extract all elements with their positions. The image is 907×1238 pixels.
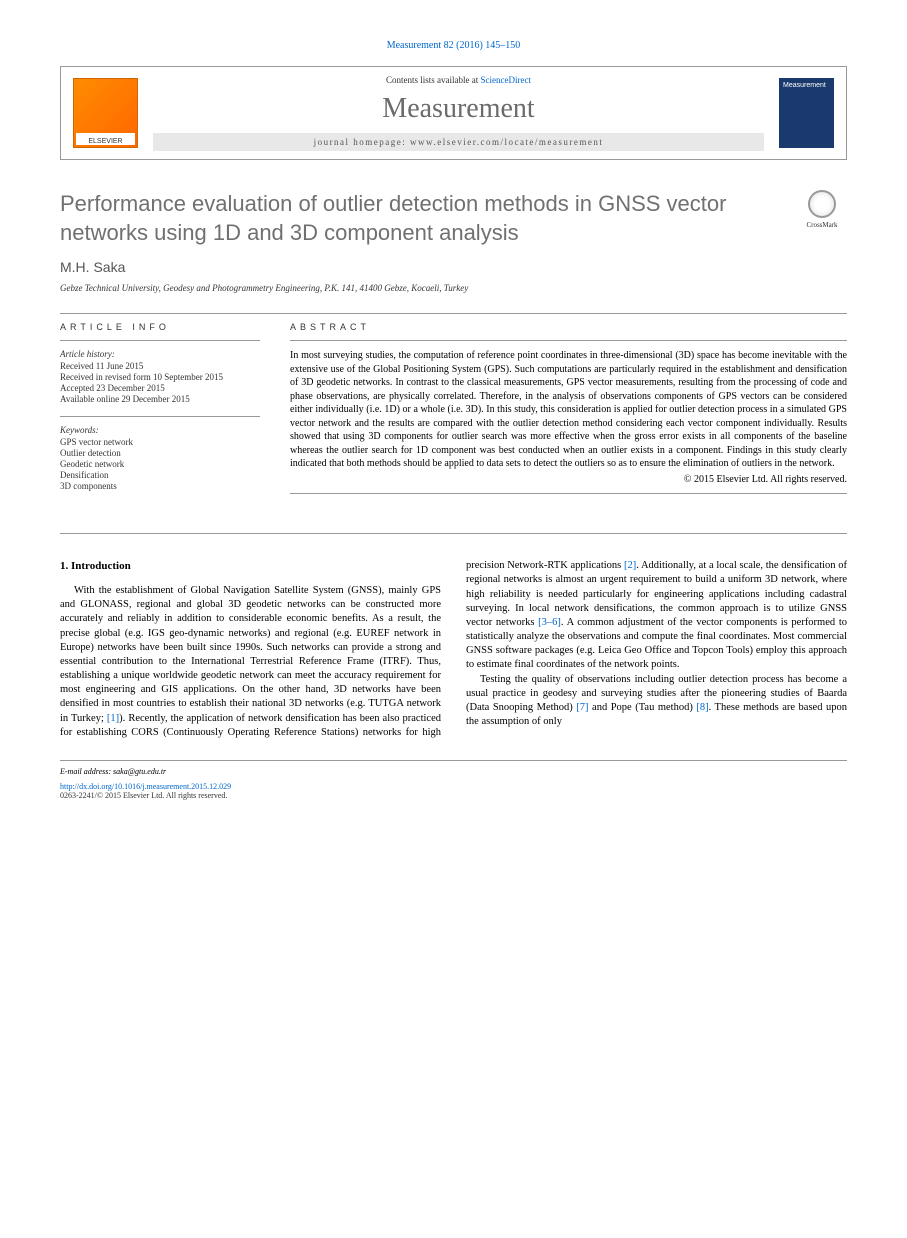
crossmark-badge[interactable]: CrossMark (797, 190, 847, 229)
citation-line: Measurement 82 (2016) 145–150 (60, 40, 847, 51)
ref-link[interactable]: [2] (624, 560, 636, 571)
crossmark-icon (808, 190, 836, 218)
keyword: 3D components (60, 481, 260, 491)
sciencedirect-link[interactable]: ScienceDirect (481, 75, 531, 85)
author-affiliation: Gebze Technical University, Geodesy and … (60, 283, 847, 293)
ref-link[interactable]: [1] (107, 713, 119, 724)
article-info-column: ARTICLE INFO Article history: Received 1… (60, 322, 260, 503)
body-paragraph: Testing the quality of observations incl… (466, 673, 847, 730)
journal-homepage: journal homepage: www.elsevier.com/locat… (153, 133, 764, 151)
abstract-column: ABSTRACT In most surveying studies, the … (290, 322, 847, 503)
revised-date: Received in revised form 10 September 20… (60, 372, 260, 382)
keyword: GPS vector network (60, 437, 260, 447)
ref-link[interactable]: [7] (576, 702, 588, 713)
author-list: M.H. Saka (60, 259, 847, 275)
issn-copyright: 0263-2241/© 2015 Elsevier Ltd. All right… (60, 791, 847, 800)
corresponding-email: E-mail address: saka@gtu.edu.tr (60, 767, 847, 776)
keywords-label: Keywords: (60, 425, 260, 435)
keyword: Geodetic network (60, 459, 260, 469)
abstract-text: In most surveying studies, the computati… (290, 349, 847, 471)
received-date: Received 11 June 2015 (60, 361, 260, 371)
article-title: Performance evaluation of outlier detect… (60, 190, 777, 247)
journal-cover-thumbnail: Measurement (779, 78, 834, 148)
history-label: Article history: (60, 349, 260, 359)
section-heading: 1. Introduction (60, 559, 441, 574)
journal-name: Measurement (153, 93, 764, 125)
contents-available: Contents lists available at ScienceDirec… (153, 75, 764, 85)
article-info-header: ARTICLE INFO (60, 322, 260, 332)
article-body: 1. Introduction With the establishment o… (60, 559, 847, 740)
keyword: Densification (60, 470, 260, 480)
doi-link[interactable]: http://dx.doi.org/10.1016/j.measurement.… (60, 782, 847, 791)
abstract-header: ABSTRACT (290, 322, 847, 332)
abstract-copyright: © 2015 Elsevier Ltd. All rights reserved… (290, 474, 847, 485)
ref-link[interactable]: [3–6] (538, 617, 561, 628)
page-footer: E-mail address: saka@gtu.edu.tr http://d… (60, 760, 847, 800)
keyword: Outlier detection (60, 448, 260, 458)
email-address[interactable]: saka@gtu.edu.tr (113, 767, 166, 776)
journal-header: ELSEVIER Contents lists available at Sci… (60, 66, 847, 160)
accepted-date: Accepted 23 December 2015 (60, 383, 260, 393)
homepage-url[interactable]: www.elsevier.com/locate/measurement (410, 137, 603, 147)
online-date: Available online 29 December 2015 (60, 394, 260, 404)
ref-link[interactable]: [8] (696, 702, 708, 713)
elsevier-logo: ELSEVIER (73, 78, 138, 148)
